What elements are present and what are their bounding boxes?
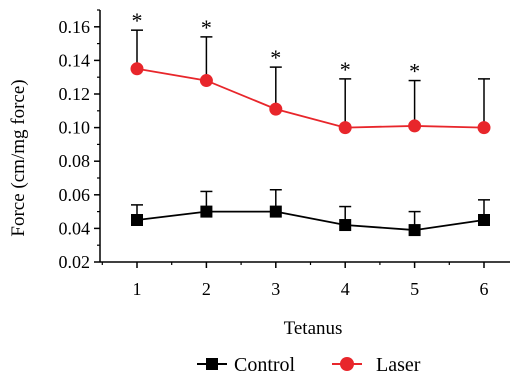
x-axis-title: Tetanus [284, 318, 343, 339]
data-point-laser [269, 102, 283, 116]
data-point-control [269, 205, 282, 218]
data-point-control [339, 219, 352, 232]
series-line-control [136, 210, 485, 231]
y-tick-label: 0.06 [59, 185, 91, 205]
x-tick-label: 2 [202, 279, 211, 299]
significance-asterisk: * [132, 8, 143, 33]
data-point-laser [130, 62, 144, 76]
y-tick-label: 0.10 [59, 118, 91, 138]
legend-laser-marker [340, 357, 354, 371]
series-lines [136, 67, 485, 231]
significance-asterisk: * [270, 45, 281, 70]
y-tick-label: 0.16 [59, 17, 91, 37]
y-tick-label: 0.04 [59, 218, 91, 238]
legend-control-label: Control [234, 354, 296, 376]
significance-asterisk: * [409, 59, 420, 84]
legend: Control Laser [197, 354, 421, 376]
x-tick-label: 1 [133, 279, 142, 299]
data-point-laser [408, 119, 422, 133]
data-point-control [200, 205, 213, 218]
y-tick-label: 0.02 [59, 252, 91, 272]
data-point-laser [338, 121, 352, 135]
significance-annotations: * * * * * [132, 8, 421, 83]
significance-asterisk: * [340, 57, 351, 82]
legend-laser-label: Laser [376, 354, 421, 376]
data-point-laser [477, 121, 491, 135]
y-tick-label: 0.12 [59, 84, 91, 104]
series-line-laser [136, 67, 485, 129]
error-bars [131, 29, 490, 231]
axes: 0.02 0.04 0.06 0.08 0.10 0.12 0.14 0.16 1 2 3 4 5 6 [59, 9, 510, 299]
x-tick-label: 4 [341, 279, 350, 299]
data-point-laser [199, 74, 213, 88]
data-point-control [131, 214, 143, 226]
data-point-control [408, 224, 421, 237]
y-axis-title: Force (cm/mg force) [8, 79, 29, 236]
y-tick-label: 0.08 [59, 151, 91, 171]
x-tick-label: 6 [480, 279, 489, 299]
legend-control-marker [206, 358, 218, 370]
y-tick-label: 0.14 [59, 50, 91, 70]
significance-asterisk: * [201, 15, 212, 40]
x-tick-label: 3 [271, 279, 280, 299]
x-tick-label: 5 [410, 279, 419, 299]
series-markers [130, 62, 491, 237]
data-point-control [478, 214, 490, 226]
